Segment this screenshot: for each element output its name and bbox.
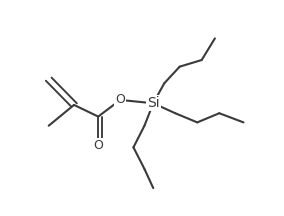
Text: Si: Si — [147, 96, 160, 110]
Text: O: O — [115, 94, 125, 106]
Text: O: O — [93, 139, 103, 152]
